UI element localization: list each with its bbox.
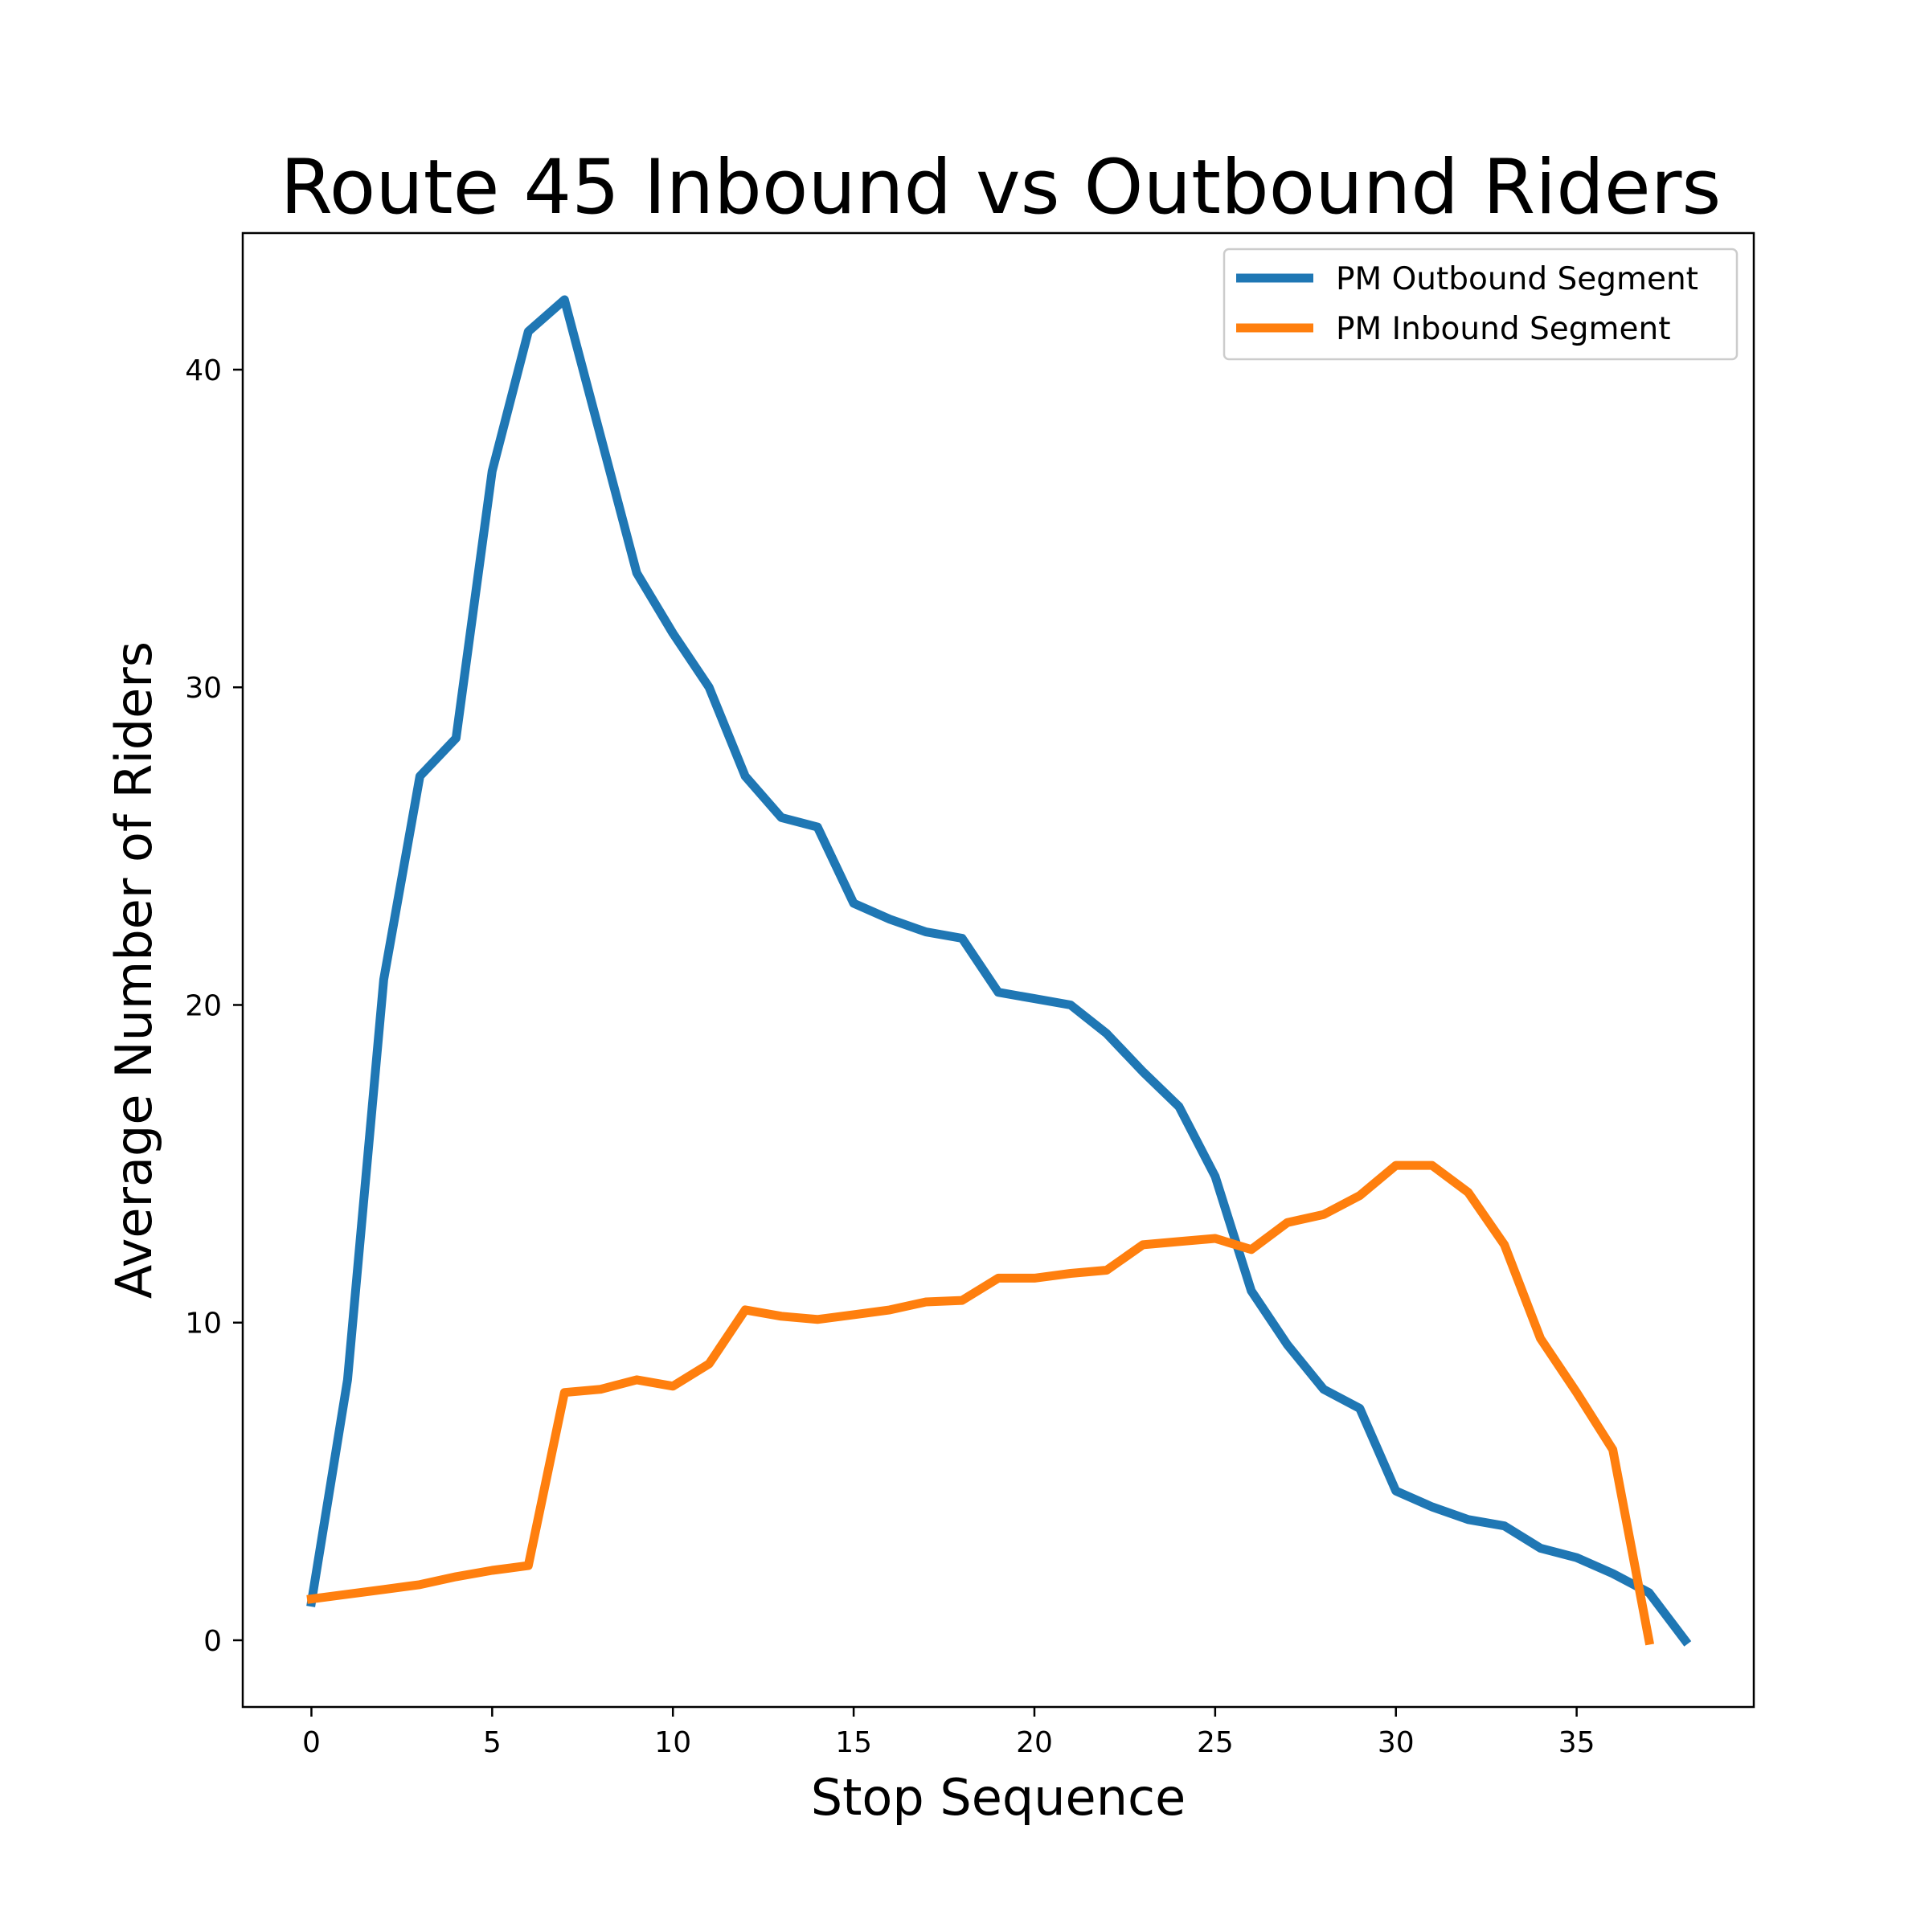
x-tick-label: 0 [302,1726,321,1759]
y-axis-label: Average Number of Riders [104,641,163,1299]
x-tick-label: 20 [1016,1726,1053,1759]
x-tick-label: 25 [1197,1726,1234,1759]
y-tick-label: 40 [185,354,222,387]
x-tick-label: 30 [1378,1726,1415,1759]
legend: PM Outbound Segment PM Inbound Segment [1223,248,1739,361]
y-tick-label: 0 [203,1625,222,1658]
series-line-outbound [306,295,1692,1647]
legend-label: PM Outbound Segment [1336,261,1698,297]
y-axis: 0 10 20 30 40 [185,354,243,1658]
y-tick-label: 10 [185,1308,222,1341]
chart-title: Route 45 Inbound vs Outbound Riders [281,144,1722,231]
axes-frame [241,231,1755,1709]
x-axis: 0 5 10 15 20 25 30 35 [302,1707,1595,1759]
y-tick-label: 30 [185,672,222,705]
legend-label: PM Inbound Segment [1336,311,1671,347]
x-tick-label: 35 [1558,1726,1595,1759]
x-axis-label: Stop Sequence [811,1768,1186,1827]
series-line-inbound [306,1160,1655,1646]
plot-area [241,231,1755,1709]
x-tick-label: 15 [835,1726,872,1759]
legend-box [1223,248,1739,361]
x-tick-label: 5 [483,1726,502,1759]
x-tick-label: 10 [654,1726,691,1759]
legend-entries: PM Outbound Segment PM Inbound Segment [1236,261,1698,347]
series-layer [306,295,1692,1647]
y-tick-label: 20 [185,989,222,1022]
